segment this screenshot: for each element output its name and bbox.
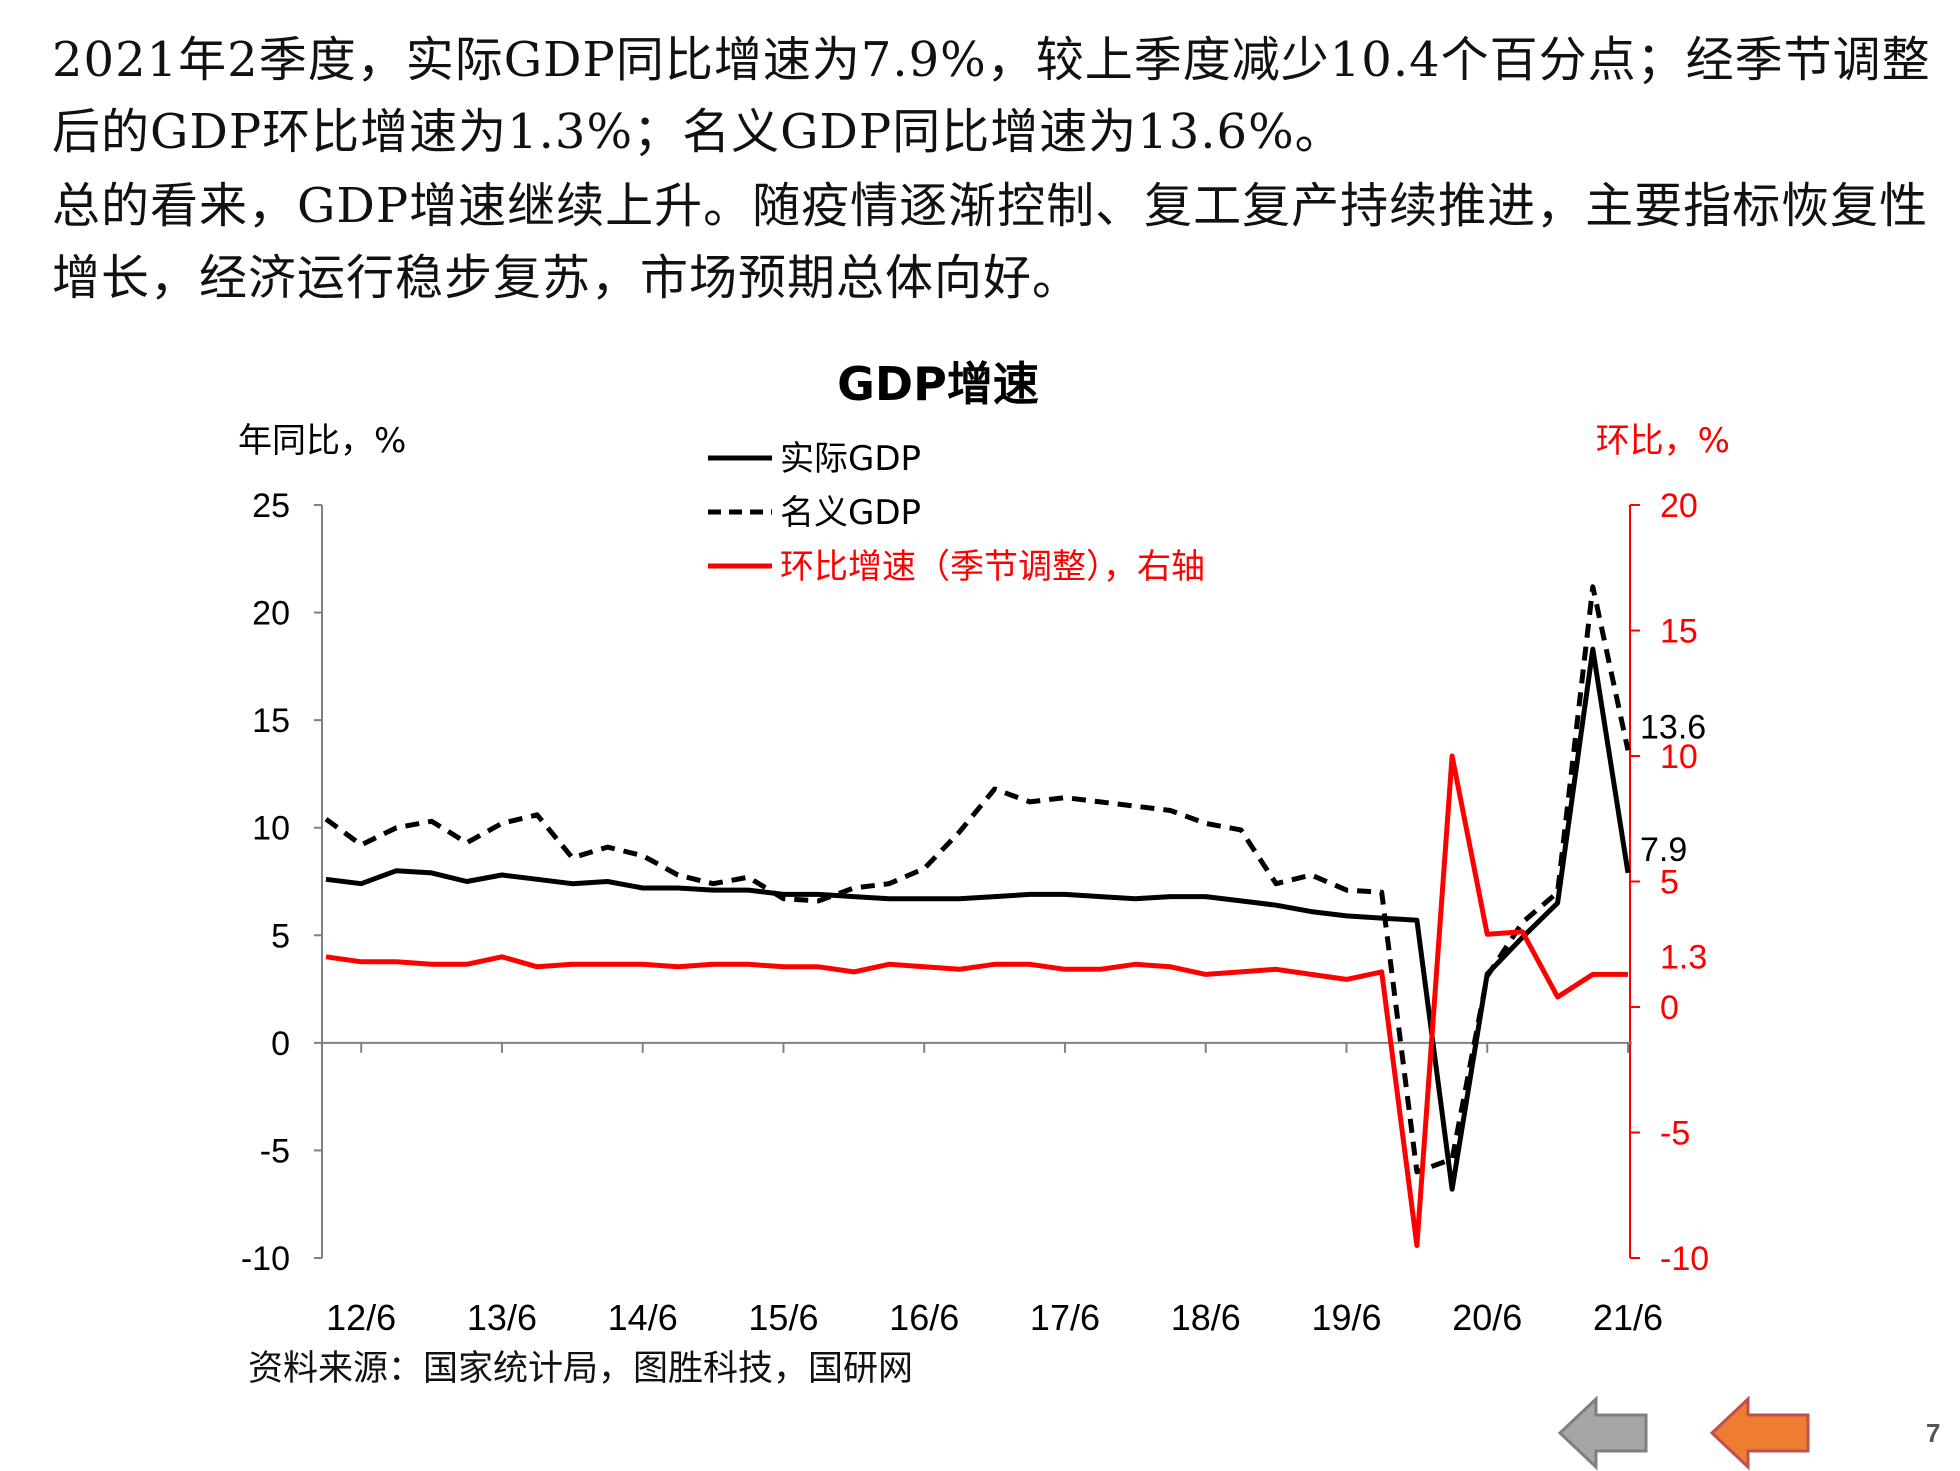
y-tick-label-left: 0 bbox=[271, 1025, 290, 1063]
x-tick-label: 21/6 bbox=[1593, 1297, 1663, 1338]
x-tick-label: 14/6 bbox=[608, 1297, 678, 1338]
y-tick-label-left: -5 bbox=[260, 1132, 290, 1170]
series-line-real-gdp bbox=[325, 646, 1631, 1192]
legend-item-qoq-growth: 环比增速（季节调整），右轴 bbox=[708, 547, 1205, 587]
x-tick-label: 17/6 bbox=[1030, 1297, 1100, 1338]
y-tick-label-right: 20 bbox=[1660, 487, 1698, 525]
legend-label-nominal-gdp: 名义GDP bbox=[780, 493, 921, 533]
chart-title: GDP增速 bbox=[837, 357, 1039, 411]
x-tick-label: 15/6 bbox=[748, 1297, 818, 1338]
chart-annotations: 13.6 7.9 bbox=[1640, 708, 1706, 869]
legend-item-real-gdp: 实际GDP bbox=[708, 439, 921, 479]
data-label: 13.6 bbox=[1640, 708, 1706, 746]
data-label: 7.9 bbox=[1640, 831, 1687, 869]
gdp-growth-chart: GDP增速 年同比，% 环比，% 实际GDP 名义GDP 环比增速（季节调整），… bbox=[238, 357, 1730, 1338]
x-tick-label: 20/6 bbox=[1452, 1297, 1522, 1338]
summary-paragraph-1: 2021年2季度，实际GDP同比增速为7.9%，较上季度减少10.4个百分点；经… bbox=[52, 32, 1931, 160]
prev-page-arrow-icon[interactable] bbox=[1556, 1395, 1652, 1471]
legend-label-real-gdp: 实际GDP bbox=[780, 439, 921, 479]
y-tick-label-left: -10 bbox=[241, 1240, 290, 1278]
y-tick-label-right: 15 bbox=[1660, 613, 1698, 651]
x-tick-label: 19/6 bbox=[1311, 1297, 1381, 1338]
y-tick-label-left: 10 bbox=[252, 810, 290, 848]
legend-label-qoq-growth: 环比增速（季节调整），右轴 bbox=[780, 547, 1205, 587]
next-page-arrow-icon[interactable] bbox=[1708, 1395, 1814, 1471]
chart-axes: 25 20 15 10 5 0 -5 -10 20 15 10 5 0 -5 -10 1.3 12/6 13/6 1… bbox=[241, 487, 1709, 1338]
summary-paragraph-2: 总的看来，GDP增速继续上升。随疫情逐渐控制、复工复产持续推进，主要指标恢复性增… bbox=[52, 178, 1929, 306]
chart-legend: 实际GDP 名义GDP 环比增速（季节调整），右轴 bbox=[708, 439, 1205, 587]
x-tick-label: 13/6 bbox=[467, 1297, 537, 1338]
y-tick-label-left: 20 bbox=[252, 595, 290, 633]
x-tick-label: 16/6 bbox=[889, 1297, 959, 1338]
y-tick-label-right: -10 bbox=[1660, 1240, 1709, 1278]
next-arrow-shape[interactable] bbox=[1709, 1395, 1810, 1471]
legend-item-nominal-gdp: 名义GDP bbox=[708, 493, 921, 533]
y-axis-left-label: 年同比，% bbox=[238, 421, 406, 461]
y-tick-label-right: 0 bbox=[1660, 989, 1679, 1027]
data-source: 资料来源：国家统计局，图胜科技，国研网 bbox=[248, 1349, 914, 1389]
y-tick-label-right-extra: 1.3 bbox=[1660, 938, 1707, 976]
page-number: 7 bbox=[1926, 1418, 1941, 1448]
prev-arrow-shape[interactable] bbox=[1557, 1395, 1648, 1471]
y-tick-label-left: 5 bbox=[271, 917, 290, 955]
y-tick-label-left: 15 bbox=[252, 702, 290, 740]
y-axis-right-label: 环比，% bbox=[1596, 421, 1730, 461]
series-line-qoq-growth bbox=[325, 753, 1628, 1248]
series-line-nominal-gdp bbox=[324, 584, 1631, 1175]
chart-series bbox=[324, 584, 1631, 1248]
x-tick-label: 18/6 bbox=[1171, 1297, 1241, 1338]
y-tick-label-left: 25 bbox=[252, 487, 290, 525]
y-tick-label-right: 5 bbox=[1660, 864, 1679, 902]
y-tick-label-right: 10 bbox=[1660, 738, 1698, 776]
x-tick-label: 12/6 bbox=[326, 1297, 396, 1338]
y-tick-label-right: -5 bbox=[1660, 1115, 1690, 1153]
